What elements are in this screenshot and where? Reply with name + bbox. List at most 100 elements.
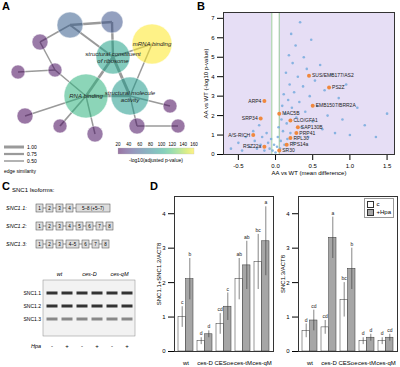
svg-text:+: + — [95, 343, 99, 349]
svg-text:ces-D: ces-D — [82, 271, 96, 277]
svg-text:4: 4 — [286, 211, 290, 217]
svg-text:d: d — [207, 323, 210, 329]
svg-text:SNC1.1+SNC1.2/ACT8: SNC1.1+SNC1.2/ACT8 — [156, 242, 162, 305]
svg-text:ces-qM: ces-qM — [376, 360, 396, 366]
svg-text:1: 1 — [286, 314, 290, 320]
svg-text:wt: wt — [182, 360, 189, 366]
svg-text:120: 120 — [169, 142, 177, 147]
svg-text:SNC1.1:: SNC1.1: — [6, 205, 27, 211]
svg-text:ces-qM: ces-qM — [252, 360, 272, 366]
svg-text:bc: bc — [342, 275, 348, 281]
svg-text:160: 160 — [190, 142, 198, 147]
svg-text:2: 2 — [48, 242, 51, 247]
svg-text:6: 6 — [88, 224, 91, 229]
svg-text:d: d — [362, 330, 365, 336]
svg-text:cd: cd — [323, 313, 329, 319]
svg-text:3: 3 — [58, 206, 61, 211]
svg-text:1: 1 — [38, 242, 41, 247]
svg-text:8: 8 — [104, 242, 107, 247]
svg-text:mRNA binding: mRNA binding — [133, 41, 172, 47]
svg-text:wt: wt — [306, 360, 313, 366]
svg-text:1: 1 — [162, 314, 166, 320]
svg-text:SNC1.3: SNC1.3 — [23, 316, 41, 322]
svg-text:4: 4 — [211, 74, 215, 80]
svg-text:2: 2 — [48, 224, 51, 229]
svg-text:cd: cd — [311, 303, 317, 309]
svg-text:AA vs WT (mean difference): AA vs WT (mean difference) — [272, 170, 347, 176]
svg-text:A/S-RICH: A/S-RICH — [228, 132, 250, 138]
svg-text:d: d — [381, 330, 384, 336]
svg-text:6: 6 — [211, 35, 215, 41]
svg-text:0.75: 0.75 — [27, 151, 37, 157]
svg-text:4: 4 — [68, 224, 71, 229]
svg-text:SRP34: SRP34 — [242, 115, 258, 121]
svg-text:c: c — [181, 299, 184, 305]
svg-text:80: 80 — [148, 142, 154, 147]
svg-text:d: d — [305, 317, 308, 323]
svg-text:ces-D: ces-D — [197, 360, 213, 366]
svg-text:c: c — [227, 286, 230, 292]
svg-text:7: 7 — [94, 242, 97, 247]
svg-text:d: d — [369, 327, 372, 333]
svg-text:2: 2 — [162, 280, 166, 286]
svg-text:3: 3 — [211, 93, 215, 99]
svg-text:140: 140 — [179, 142, 187, 147]
svg-text:7: 7 — [98, 224, 101, 229]
svg-text:5–8 (+5–7): 5–8 (+5–7) — [82, 206, 104, 211]
svg-text:ARP4: ARP4 — [248, 98, 261, 104]
svg-text:SNC1.2:: SNC1.2: — [6, 223, 27, 229]
svg-text:a: a — [331, 210, 334, 216]
svg-text:structural moleculeactivity: structural moleculeactivity — [105, 90, 156, 103]
svg-text:SUS/EMB177/AS2: SUS/EMB177/AS2 — [312, 72, 354, 78]
svg-text:5: 5 — [78, 224, 81, 229]
svg-text:b: b — [188, 251, 191, 257]
svg-text:RPL30: RPL30 — [293, 135, 309, 141]
svg-text:3: 3 — [58, 224, 61, 229]
svg-text:1.5: 1.5 — [383, 163, 392, 169]
svg-text:edge similarity: edge similarity — [4, 168, 36, 174]
svg-text:ab: ab — [236, 251, 242, 257]
svg-text:+: + — [125, 343, 129, 349]
svg-text:SNC1 Isoforms:: SNC1 Isoforms: — [12, 187, 55, 193]
svg-text:SR30: SR30 — [282, 147, 295, 153]
svg-text:2: 2 — [211, 113, 215, 119]
svg-text:SNC1.2: SNC1.2 — [23, 303, 41, 309]
svg-text:RSZ22a: RSZ22a — [243, 143, 262, 149]
svg-text:b: b — [350, 241, 353, 247]
svg-text:0: 0 — [211, 151, 215, 157]
svg-text:CESoe: CESoe — [214, 360, 234, 366]
svg-text:-: - — [81, 343, 83, 349]
svg-text:ces-tM: ces-tM — [358, 360, 376, 366]
svg-text:ces-qM: ces-qM — [110, 271, 128, 277]
svg-text:SNC1.3:: SNC1.3: — [6, 241, 27, 247]
svg-text:ab: ab — [244, 234, 250, 240]
svg-text:-: - — [51, 343, 53, 349]
svg-text:1: 1 — [38, 206, 41, 211]
svg-text:1: 1 — [38, 224, 41, 229]
svg-text:2: 2 — [48, 206, 51, 211]
svg-text:SNC1.3/ACT8: SNC1.3/ACT8 — [280, 254, 286, 293]
svg-text:1: 1 — [211, 132, 215, 138]
svg-text:3: 3 — [58, 242, 61, 247]
svg-text:8: 8 — [108, 224, 111, 229]
svg-text:4: 4 — [68, 206, 71, 211]
svg-text:d: d — [200, 330, 203, 336]
svg-text:MAC5B: MAC5B — [282, 110, 300, 116]
svg-text:SNC1.1: SNC1.1 — [23, 290, 41, 296]
svg-text:CLO/GFA1: CLO/GFA1 — [293, 117, 318, 123]
svg-text:5: 5 — [211, 54, 215, 60]
svg-text:4–5: 4–5 — [69, 242, 77, 247]
svg-text:a: a — [264, 199, 267, 205]
svg-text:AA vs WT (-log10 p-value): AA vs WT (-log10 p-value) — [203, 49, 209, 119]
svg-text:ces-tM: ces-tM — [234, 360, 252, 366]
svg-text:wt: wt — [57, 271, 63, 277]
svg-text:60: 60 — [137, 142, 143, 147]
svg-text:1.00: 1.00 — [27, 144, 37, 150]
svg-text:0.50: 0.50 — [27, 158, 37, 164]
svg-text:Hpa: Hpa — [31, 343, 41, 349]
svg-text:-: - — [111, 343, 113, 349]
svg-text:3: 3 — [286, 245, 290, 251]
svg-text:100: 100 — [158, 142, 166, 147]
svg-text:7: 7 — [211, 15, 215, 21]
svg-text:0.5: 0.5 — [309, 163, 318, 169]
